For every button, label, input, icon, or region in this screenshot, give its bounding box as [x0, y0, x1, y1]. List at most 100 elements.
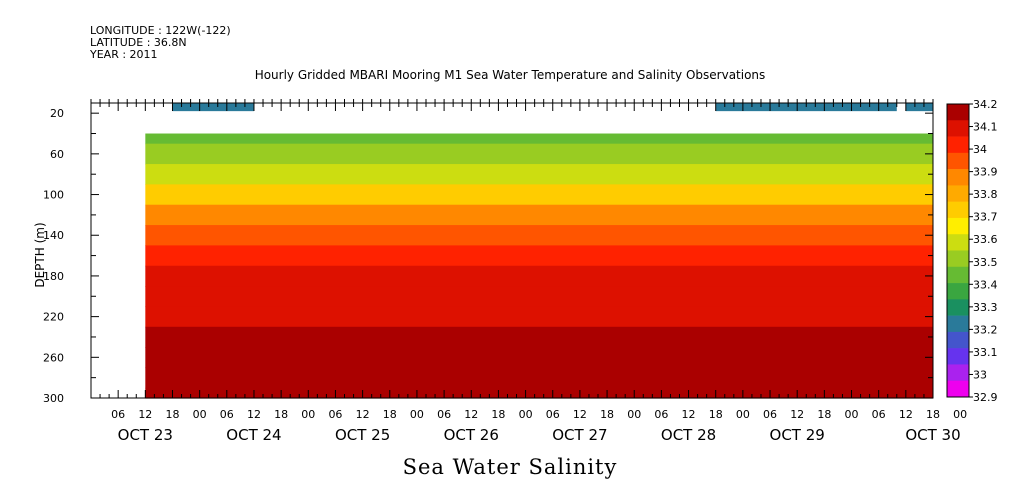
colorbar-label: 34.2 — [973, 98, 998, 111]
colorbar-label: 33.7 — [973, 211, 998, 224]
colorbar-swatch — [947, 380, 969, 398]
x-tick-label: 00 — [410, 408, 424, 421]
colorbar-label: 34 — [973, 143, 987, 156]
colorbar-swatch — [947, 201, 969, 219]
colorbar-label: 33.1 — [973, 346, 998, 359]
x-tick-label: 12 — [573, 408, 587, 421]
x-date-label: OCT 30 — [905, 426, 960, 444]
x-tick-label: 00 — [193, 408, 207, 421]
heatmap-cell — [145, 245, 934, 267]
x-date-label: OCT 23 — [118, 426, 173, 444]
x-tick-label: 12 — [790, 408, 804, 421]
x-tick-label: 00 — [845, 408, 859, 421]
x-tick-label: 06 — [111, 408, 125, 421]
x-tick-label: 18 — [600, 408, 614, 421]
x-tick-label: 06 — [654, 408, 668, 421]
surface-band — [172, 103, 933, 112]
x-tick-label: 06 — [328, 408, 342, 421]
colorbar-swatch — [947, 136, 969, 154]
colorbar-swatch — [947, 315, 969, 333]
surface-band-segment — [715, 103, 897, 112]
x-tick-label: 18 — [274, 408, 288, 421]
colorbar-swatch — [947, 217, 969, 235]
surface-band-segment — [905, 103, 933, 112]
x-date-label: OCT 29 — [770, 426, 825, 444]
x-tick-label: 06 — [763, 408, 777, 421]
y-tick-label: 60 — [50, 148, 64, 161]
colorbar-label: 33.8 — [973, 188, 998, 201]
x-axis: 06 12 18 00 06 12 18 00 06 12 18 00 06 12 18 00 06 12 18 00… — [90, 99, 967, 444]
x-date-label: OCT 27 — [552, 426, 607, 444]
colorbar-swatch — [947, 364, 969, 382]
colorbar-label: 33.5 — [973, 256, 998, 269]
colorbar-swatch — [947, 152, 969, 170]
y-tick-label: 140 — [43, 229, 64, 242]
colorbar-swatch — [947, 250, 969, 268]
heatmap-cell — [145, 143, 934, 165]
chart-title: Hourly Gridded MBARI Mooring M1 Sea Wate… — [254, 68, 766, 82]
x-date-label: OCT 24 — [226, 426, 281, 444]
colorbar-label: 33 — [973, 368, 987, 381]
x-tick-label: 12 — [682, 408, 696, 421]
x-tick-label: 18 — [165, 408, 179, 421]
heatmap-cell — [145, 265, 934, 287]
x-tick-label: 12 — [899, 408, 913, 421]
heatmap-cell — [145, 164, 934, 185]
colorbar-swatch — [947, 185, 969, 202]
colorbar-label: 32.9 — [973, 391, 998, 404]
x-tick-label: 00 — [953, 408, 967, 421]
x-tick-label: 00 — [519, 408, 533, 421]
heatmap-cell — [145, 204, 934, 226]
colorbar-swatch — [947, 266, 969, 284]
x-tick-label: 06 — [220, 408, 234, 421]
y-tick-label: 180 — [43, 270, 64, 283]
x-tick-label: 12 — [464, 408, 478, 421]
x-tick-label: 18 — [926, 408, 940, 421]
longitude-label: LONGITUDE : 122W(-122) — [90, 24, 231, 37]
y-tick-label: 300 — [43, 392, 64, 405]
y-axis: 20 60 100 140 180 220 260 300 — [43, 107, 933, 405]
x-tick-label: 12 — [138, 408, 152, 421]
plot-frame — [90, 102, 934, 399]
latitude-label: LATITUDE : 36.8N — [90, 36, 187, 49]
y-tick-label: 20 — [50, 107, 64, 120]
y-tick-label: 220 — [43, 311, 64, 324]
heatmap-cell — [145, 347, 934, 369]
x-tick-label: 12 — [356, 408, 370, 421]
colorbar-swatch — [947, 104, 969, 121]
x-tick-label: 00 — [627, 408, 641, 421]
colorbar-label: 33.3 — [973, 301, 998, 314]
x-tick-label: 18 — [383, 408, 397, 421]
x-tick-label: 06 — [437, 408, 451, 421]
year-label: YEAR : 2011 — [90, 48, 158, 61]
heatmap-cell — [145, 367, 934, 389]
surface-band-segment — [172, 103, 254, 112]
heatmap-field — [145, 133, 934, 399]
x-tick-label: 18 — [491, 408, 505, 421]
colorbar-label: 33.4 — [973, 278, 998, 291]
x-date-label: OCT 25 — [335, 426, 390, 444]
x-tick-label: 00 — [301, 408, 315, 421]
heatmap-cell — [145, 387, 934, 399]
colorbar-swatch — [947, 299, 969, 316]
y-tick-label: 260 — [43, 351, 64, 364]
heatmap-cell — [145, 225, 934, 247]
colorbar-swatch — [947, 331, 969, 349]
colorbar-label: 33.6 — [973, 233, 998, 246]
colorbar-swatch — [947, 169, 969, 186]
colorbar-swatch — [947, 234, 969, 251]
x-tick-label: 06 — [546, 408, 560, 421]
heatmap-cell — [145, 286, 934, 308]
y-tick-label: 100 — [43, 189, 64, 202]
colorbar: 32.9 33 33.1 33.2 33.3 33.4 33.5 33.6 33.7 33.8 33… — [946, 98, 998, 404]
heatmap-cell — [145, 184, 934, 206]
x-tick-label: 00 — [736, 408, 750, 421]
colorbar-swatch — [947, 348, 969, 365]
heatmap-cell — [145, 133, 934, 145]
colorbar-label: 34.1 — [973, 121, 998, 134]
x-tick-label: 18 — [817, 408, 831, 421]
x-tick-label: 18 — [709, 408, 723, 421]
chart-subtitle: Sea Water Salinity — [402, 455, 618, 479]
x-tick-label: 12 — [247, 408, 261, 421]
